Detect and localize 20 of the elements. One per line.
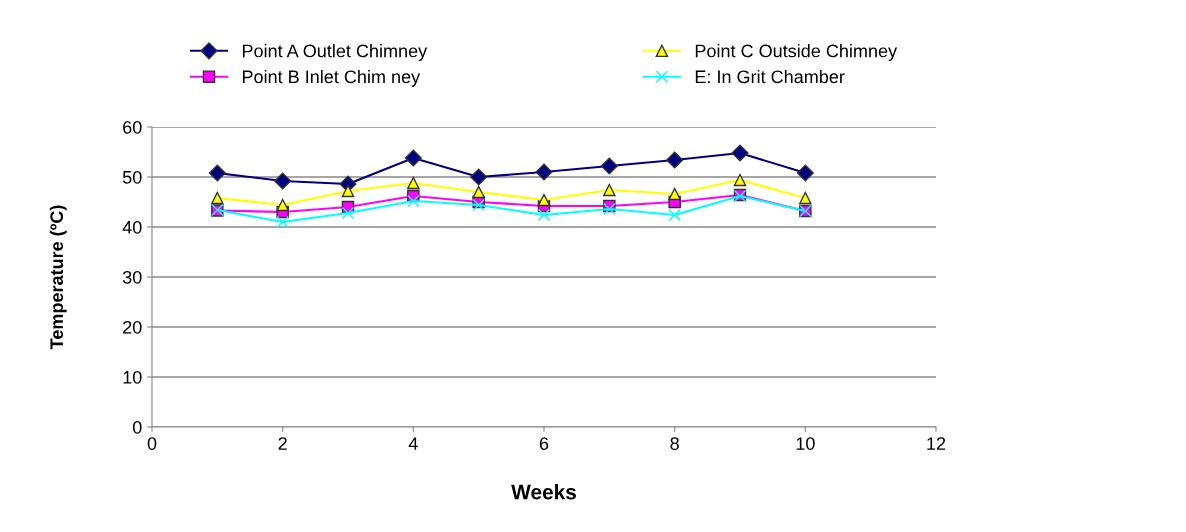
x-tick-label: 12 — [927, 437, 946, 450]
x-tick-label: 2 — [278, 437, 287, 450]
y-axis-title: Temperature (ºC) — [49, 205, 67, 350]
legend-label: E: In Grit Chamber — [695, 69, 845, 84]
y-tick-label: 0 — [132, 420, 142, 434]
y-tick-label: 10 — [123, 370, 142, 384]
x-tick-label: 10 — [796, 437, 815, 450]
y-tick-label: 40 — [122, 220, 142, 234]
x-tick-label: 6 — [539, 437, 549, 450]
y-tick-label: 50 — [122, 170, 142, 184]
y-tick-label: 60 — [123, 120, 142, 134]
legend-label: Point B Inlet Chim ney — [242, 69, 421, 87]
x-axis-title: Weeks — [511, 484, 576, 500]
legend-label: Point C Outside Chimney — [695, 44, 898, 61]
y-tick-label: 30 — [122, 270, 142, 284]
x-tick-label: 8 — [670, 437, 679, 450]
y-tick-label: 20 — [123, 320, 142, 334]
x-tick-label: 0 — [147, 437, 157, 450]
legend-label: Point A Outlet Chimney — [242, 44, 428, 61]
x-tick-label: 4 — [408, 437, 418, 450]
